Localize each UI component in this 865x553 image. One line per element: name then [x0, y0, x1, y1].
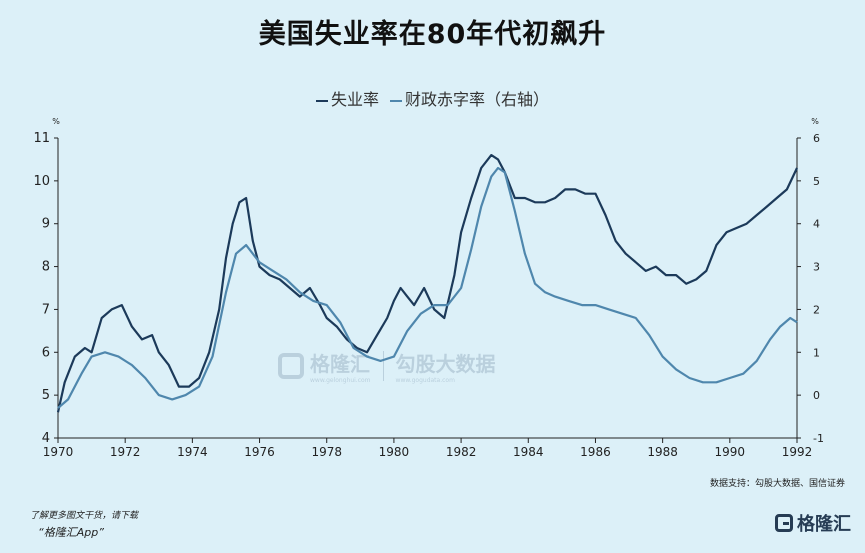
right-tick-label: 5	[813, 175, 820, 188]
left-tick-label: 11	[33, 131, 50, 146]
promo-app-name: “格隆汇App”	[38, 526, 104, 539]
x-tick-label: 1990	[715, 445, 746, 459]
left-tick-label: 7	[42, 302, 50, 317]
watermark-product: 勾股大数据 www.gogudata.com	[396, 348, 496, 384]
right-tick-label: 4	[813, 218, 820, 231]
watermark-logo-icon	[278, 353, 304, 379]
left-tick-label: 6	[42, 345, 50, 360]
left-tick-label: 9	[42, 217, 50, 232]
legend-item-unemployment: 失业率	[315, 86, 379, 110]
watermark-product-text: 勾股大数据	[395, 352, 496, 376]
chart-legend: 失业率 财政赤字率（右轴）	[0, 86, 865, 110]
brand-logo-icon	[775, 514, 793, 532]
x-tick-label: 1972	[110, 445, 141, 459]
x-tick-label: 1978	[311, 445, 342, 459]
right-tick-label: 2	[813, 303, 820, 316]
right-tick-label: -1	[813, 432, 824, 445]
legend-swatch-unemployment	[315, 99, 328, 102]
right-unit-label: %	[811, 117, 819, 126]
left-unit-label: %	[52, 117, 60, 126]
x-tick-label: 1982	[446, 445, 477, 459]
x-tick-label: 1976	[244, 445, 275, 459]
series-line-deficit	[57, 166, 798, 409]
right-tick-label: 3	[813, 261, 820, 274]
brand-name: 格隆汇	[797, 514, 851, 535]
x-tick-label: 1986	[580, 445, 611, 459]
source-note: 数据支持：勾股大数据、国信证券	[709, 479, 845, 489]
x-tick-label: 1974	[177, 445, 208, 459]
chart-title: 美国失业率在80年代初飙升	[258, 19, 607, 50]
promo-text: 了解更多图文干货，请下载	[30, 511, 139, 521]
x-tick-label: 1984	[513, 445, 544, 459]
right-tick-label: 1	[813, 346, 820, 359]
left-tick-label: 5	[42, 388, 50, 403]
x-tick-label: 1988	[647, 445, 678, 459]
legend-item-deficit: 财政赤字率（右轴）	[390, 86, 549, 110]
watermark-brand-text: 格隆汇	[310, 352, 370, 376]
watermark-brand-sub: www.gelonghui.com	[310, 377, 371, 384]
legend-label-unemployment: 失业率	[330, 90, 379, 109]
brand-logo: 格隆汇	[775, 510, 851, 536]
left-tick-label: 4	[42, 431, 50, 446]
legend-label-deficit: 财政赤字率（右轴）	[405, 90, 550, 109]
left-tick-label: 10	[33, 174, 50, 189]
x-tick-label: 1980	[379, 445, 410, 459]
legend-swatch-deficit	[390, 99, 403, 102]
watermark-product-sub: www.gogudata.com	[395, 377, 455, 384]
series-line-unemployment	[56, 154, 798, 413]
watermark-brand: 格隆汇 www.gelonghui.com	[310, 348, 371, 384]
left-tick-label: 8	[42, 260, 50, 275]
right-tick-label: 0	[813, 389, 820, 402]
x-tick-label: 1970	[43, 445, 74, 459]
right-tick-label: 6	[813, 132, 820, 145]
watermark-divider	[382, 351, 384, 381]
x-tick-label: 1992	[782, 445, 813, 459]
watermark: 格隆汇 www.gelonghui.com 勾股大数据 www.gogudata…	[278, 348, 496, 384]
